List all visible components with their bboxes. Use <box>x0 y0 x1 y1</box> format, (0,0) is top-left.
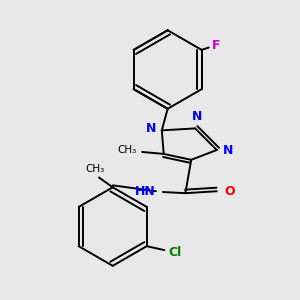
Text: N: N <box>223 143 233 157</box>
Text: Cl: Cl <box>168 246 182 259</box>
Text: N: N <box>146 122 156 135</box>
Text: CH₃: CH₃ <box>85 164 105 174</box>
Text: F: F <box>212 40 220 52</box>
Text: O: O <box>225 185 235 198</box>
Text: HN: HN <box>135 185 156 198</box>
Text: CH₃: CH₃ <box>117 145 136 155</box>
Text: N: N <box>192 110 202 122</box>
